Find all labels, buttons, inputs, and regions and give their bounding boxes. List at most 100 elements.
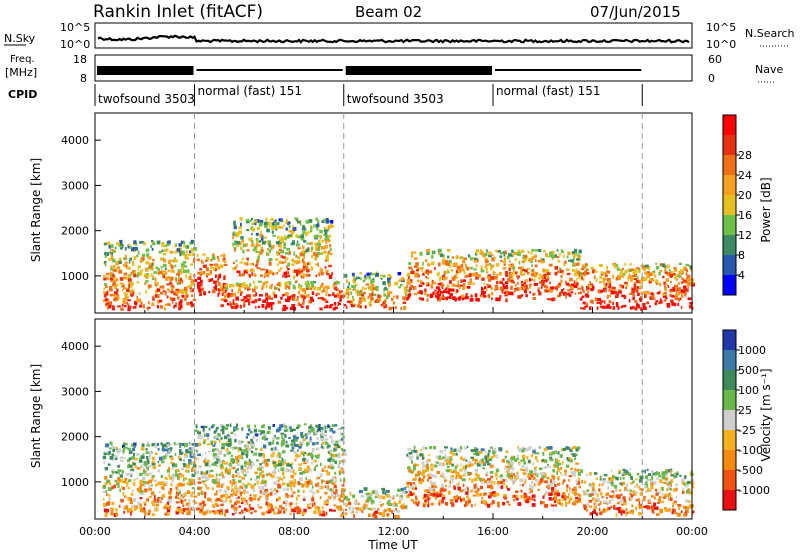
echo-cell: [104, 251, 107, 256]
echo-cell: [374, 495, 377, 499]
echo-cell: [337, 303, 340, 306]
echo-cell: [213, 440, 217, 444]
echo-cell: [442, 462, 445, 466]
echo-cell: [563, 263, 566, 267]
echo-cell: [616, 267, 620, 271]
echo-cell: [272, 442, 275, 445]
echo-cell: [561, 497, 565, 501]
echo-cell: [668, 269, 671, 272]
echo-cell: [665, 297, 668, 300]
echo-cell: [526, 288, 530, 291]
echo-cell: [444, 260, 449, 263]
echo-cell: [234, 438, 237, 443]
echo-cell: [264, 482, 268, 486]
echo-cell: [387, 490, 390, 494]
echo-cell: [282, 256, 286, 259]
echo-cell: [317, 220, 320, 223]
echo-cell: [104, 264, 107, 267]
echo-cell: [607, 507, 611, 510]
echo-cell: [294, 506, 297, 511]
echo-cell: [137, 265, 141, 269]
echo-cell: [106, 276, 109, 281]
echo-cell: [543, 273, 547, 277]
echo-cell: [605, 492, 610, 496]
echo-cell: [666, 482, 669, 486]
echo-cell: [110, 265, 112, 269]
echo-cell: [489, 457, 493, 461]
echo-cell: [242, 489, 246, 493]
echo-cell: [289, 502, 293, 505]
echo-cell: [306, 268, 310, 273]
echo-cell: [196, 258, 200, 262]
echo-cell: [232, 267, 237, 271]
echo-cell: [162, 290, 166, 293]
echo-cell: [348, 491, 351, 494]
echo-cell: [317, 286, 321, 291]
echo-cell: [533, 282, 537, 286]
echo-cell: [325, 258, 329, 262]
echo-cell: [624, 304, 627, 308]
echo-cell: [208, 272, 212, 275]
echo-cell: [585, 294, 590, 298]
echo-cell: [438, 272, 440, 275]
echo-cell: [542, 501, 545, 505]
echo-cell: [551, 474, 555, 477]
echo-cell: [280, 236, 283, 240]
echo-cell: [622, 510, 626, 514]
echo-cell: [503, 257, 506, 261]
echo-cell: [495, 297, 500, 302]
echo-cell: [419, 290, 423, 294]
echo-cell: [463, 488, 466, 492]
echo-cell: [513, 494, 518, 498]
echo-cell: [636, 279, 640, 284]
echo-cell: [235, 470, 238, 474]
echo-cell: [335, 478, 338, 483]
echo-cell: [514, 289, 517, 293]
echo-cell: [285, 507, 288, 512]
echo-cell: [132, 442, 137, 446]
echo-cell: [666, 304, 669, 307]
echo-cell: [246, 271, 248, 274]
echo-cell: [413, 445, 416, 450]
echo-cell: [110, 248, 115, 251]
echo-cell: [487, 453, 490, 457]
echo-cell: [531, 480, 534, 484]
echo-cell: [334, 424, 338, 427]
echo-cell: [383, 293, 386, 297]
echo-cell: [285, 252, 289, 255]
echo-cell: [175, 487, 178, 490]
echo-cell: [460, 256, 464, 259]
echo-cell: [409, 293, 412, 296]
echo-cell: [316, 226, 319, 231]
echo-cell: [506, 470, 510, 474]
echo-cell: [152, 297, 155, 301]
echo-cell: [342, 493, 345, 497]
echo-cell: [465, 465, 467, 469]
echo-cell: [211, 463, 214, 466]
echo-cell: [509, 487, 512, 490]
echo-cell: [163, 270, 167, 273]
echo-cell: [428, 487, 431, 491]
echo-cell: [532, 474, 535, 477]
echo-cell: [375, 287, 379, 291]
echo-cell: [299, 441, 304, 444]
echo-cell: [183, 455, 188, 459]
echo-cell: [350, 511, 353, 515]
echo-cell: [516, 454, 520, 458]
echo-cell: [615, 264, 619, 267]
echo-cell: [117, 465, 120, 468]
echo-cell: [470, 449, 475, 452]
echo-cell: [607, 285, 612, 289]
echo-cell: [610, 290, 615, 295]
echo-cell: [554, 265, 559, 270]
echo-cell: [582, 307, 586, 310]
echo-cell: [108, 452, 111, 456]
echo-cell: [451, 284, 456, 287]
echo-cell: [280, 245, 283, 248]
echo-cell: [189, 284, 193, 288]
echo-cell: [675, 287, 680, 291]
echo-cell: [687, 288, 689, 293]
echo-cell: [197, 431, 202, 435]
echo-cell: [150, 273, 153, 277]
